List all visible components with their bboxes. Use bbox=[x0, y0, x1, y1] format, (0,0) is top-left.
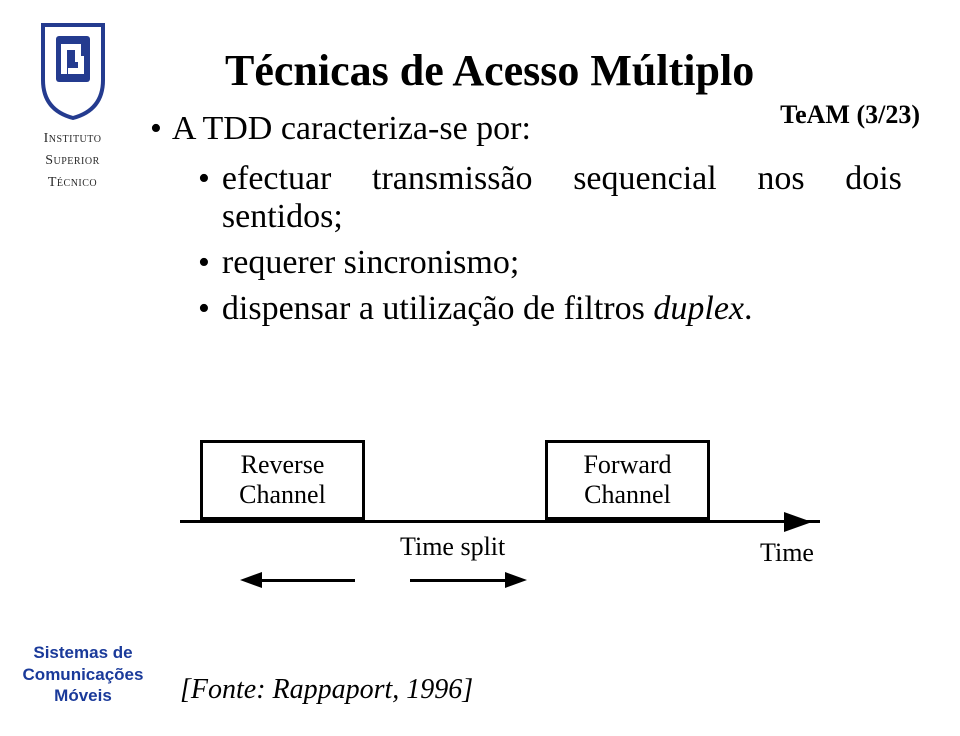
bullet-level2: • requerer sincronismo; bbox=[198, 244, 920, 282]
institution-logo: Instituto Superior Técnico bbox=[15, 20, 130, 191]
box-label-line2: Channel bbox=[556, 480, 699, 510]
bullet-text-line2: sentidos; bbox=[222, 198, 902, 236]
bullet-text-suffix: . bbox=[744, 290, 753, 327]
arrow-left-icon bbox=[240, 572, 262, 588]
bullet-text-prefix: dispensar a utilização de filtros bbox=[222, 290, 653, 327]
tdd-diagram: Reverse Channel Forward Channel Time Tim… bbox=[180, 440, 820, 630]
bullet-dot: • bbox=[150, 110, 162, 148]
course-footer: Sistemas de Comunicações Móveis bbox=[18, 642, 148, 706]
bullet-level2: • efectuar transmissão sequencial nos do… bbox=[198, 160, 920, 236]
time-split-label: Time split bbox=[400, 532, 505, 562]
bullet-level2: • dispensar a utilização de filtros dupl… bbox=[198, 290, 920, 328]
institution-name-line3: Técnico bbox=[15, 175, 130, 191]
bullet-dot: • bbox=[198, 160, 210, 236]
arrow-line bbox=[410, 579, 505, 582]
course-footer-line3: Móveis bbox=[18, 685, 148, 706]
bullet-text: requerer sincronismo; bbox=[222, 244, 519, 282]
bullet-level1: • A TDD caracteriza-se por: bbox=[150, 110, 920, 148]
arrow-right-icon bbox=[505, 572, 527, 588]
bullet-dot: • bbox=[198, 290, 210, 328]
bullet-text-italic: duplex bbox=[653, 290, 744, 327]
institution-name-line2: Superior bbox=[15, 153, 130, 169]
box-label-line1: Forward bbox=[556, 450, 699, 480]
box-label-line1: Reverse bbox=[211, 450, 354, 480]
time-axis-arrowhead-icon bbox=[784, 512, 812, 532]
bullet-text: A TDD caracteriza-se por: bbox=[172, 110, 531, 148]
forward-channel-box: Forward Channel bbox=[545, 440, 710, 520]
content-area: • A TDD caracteriza-se por: • efectuar t… bbox=[150, 110, 920, 336]
time-axis-line bbox=[180, 520, 820, 523]
shield-icon bbox=[38, 20, 108, 120]
arrow-line bbox=[260, 579, 355, 582]
slide-title: Técnicas de Acesso Múltiplo bbox=[225, 45, 754, 96]
box-label-line2: Channel bbox=[211, 480, 354, 510]
bullet-text-line1: efectuar transmissão sequencial nos dois bbox=[222, 160, 902, 198]
bullet-text: dispensar a utilização de filtros duplex… bbox=[222, 290, 753, 328]
bullet-text: efectuar transmissão sequencial nos dois… bbox=[222, 160, 902, 236]
course-footer-line2: Comunicações bbox=[18, 664, 148, 685]
bullet-dot: • bbox=[198, 244, 210, 282]
reverse-channel-box: Reverse Channel bbox=[200, 440, 365, 520]
source-citation: [Fonte: Rappaport, 1996] bbox=[180, 674, 473, 706]
time-split-arrows bbox=[240, 572, 530, 592]
course-footer-line1: Sistemas de bbox=[18, 642, 148, 663]
institution-name-line1: Instituto bbox=[15, 131, 130, 147]
time-axis-label: Time bbox=[760, 538, 814, 568]
